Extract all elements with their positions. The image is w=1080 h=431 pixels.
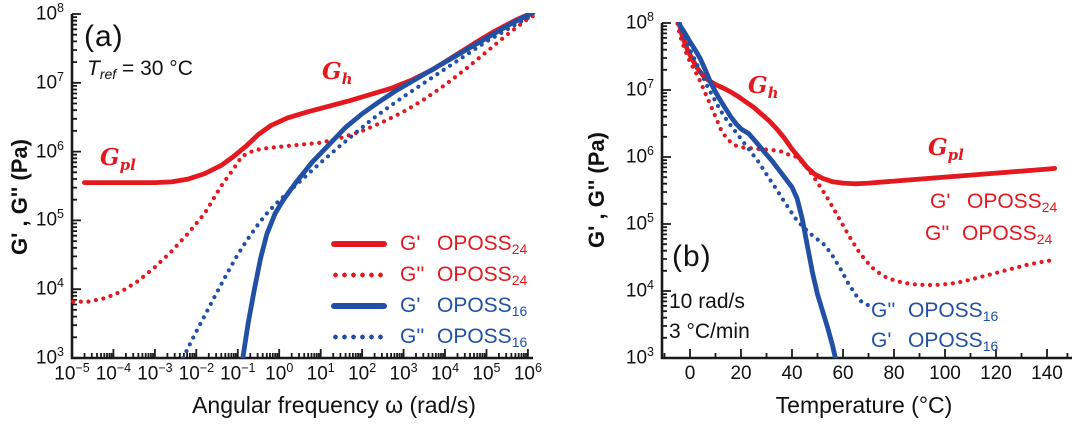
panel-b-ramp-rate: 3 °C/min <box>669 320 750 343</box>
x-tick-label-b: 40 <box>781 363 803 384</box>
x-tick-label-a: 101 <box>306 361 335 385</box>
legend-label: G'' OPOSS24 <box>400 262 528 288</box>
t-ref-value: = 30 °C <box>116 57 193 80</box>
y-tick-label-b: 104 <box>625 278 654 302</box>
series-label-g-dprime-oposs16: G'' OPOSS16 <box>871 299 999 325</box>
legend-entry-g-dprime-oposs16: G'' OPOSS16 <box>331 321 527 352</box>
panel-a-condition: Tref = 30 °C <box>87 57 193 82</box>
panel-b-frequency: 10 rad/s <box>669 290 745 313</box>
y-tick-label-a: 105 <box>35 207 64 231</box>
panel-b-x-axis-title: Temperature (°C) <box>775 392 953 418</box>
y-tick-label-a: 107 <box>35 69 64 94</box>
legend-entry-g-prime-oposs24: G' OPOSS24 <box>331 228 527 259</box>
y-tick-label-b: 107 <box>625 77 654 101</box>
y-tick-label-a: 106 <box>35 138 64 162</box>
x-tick-label-a: 10−2 <box>178 361 215 385</box>
legend-swatch-dotted-red <box>331 271 387 278</box>
annotation-g-pl-a: Gpl <box>100 144 136 174</box>
panel-a-tick-marks <box>71 13 529 359</box>
panel-b-tick-marks <box>662 22 1069 359</box>
y-tick-label-b: 108 <box>625 10 654 34</box>
series-label-g-prime-oposs24: G' OPOSS24 <box>930 190 1058 216</box>
x-tick-label-b: 100 <box>929 363 961 384</box>
panel-a-x-axis-title: Angular frequency ω (rad/s) <box>192 392 476 418</box>
annotation-g-h-b: Gh <box>748 72 779 102</box>
legend-swatch-solid-blue <box>331 302 387 309</box>
panel-b-curves <box>675 22 1058 359</box>
x-tick-label-a: 10−1 <box>220 361 256 385</box>
panel-a-label: (a) <box>84 20 124 53</box>
legend-label: G' OPOSS24 <box>400 231 528 257</box>
y-tick-label-b: 105 <box>625 211 654 235</box>
curve-g-dprime-oposs24-b <box>675 22 1057 288</box>
y-tick-label-b: 103 <box>625 345 654 369</box>
legend-entry-g-prime-oposs16: G' OPOSS16 <box>331 290 527 321</box>
series-label-g-prime-oposs16: G' OPOSS16 <box>871 329 999 355</box>
annotation-g-h-a: Gh <box>322 58 353 88</box>
x-tick-label-a: 10−5 <box>54 361 90 385</box>
curve-g-dprime-oposs16-a <box>181 13 535 359</box>
x-tick-label-a: 10−3 <box>137 361 173 385</box>
series-label-g-dprime-oposs24: G'' OPOSS24 <box>925 222 1053 248</box>
t-ref-symbol: T <box>87 57 100 80</box>
panel-b-label: (b) <box>672 240 712 273</box>
x-tick-label-a: 102 <box>348 361 377 385</box>
x-tick-label-a: 10−4 <box>95 361 132 385</box>
x-tick-label-b: 80 <box>883 363 905 384</box>
curve-g-prime-oposs16-b <box>676 22 838 359</box>
y-tick-label-a: 103 <box>35 345 64 369</box>
legend-label: G'' OPOSS16 <box>400 324 528 350</box>
x-tick-label-a: 103 <box>389 361 418 385</box>
curve-g-dprime-oposs24-a <box>71 14 535 304</box>
legend-swatch-dotted-blue <box>331 333 387 340</box>
panel-a-curves <box>71 13 536 359</box>
x-tick-label-a: 100 <box>265 361 294 385</box>
x-tick-label-b: 140 <box>1031 363 1063 384</box>
panel-b-plot <box>660 22 1072 360</box>
x-tick-label-a: 106 <box>513 361 542 385</box>
y-tick-label-b: 106 <box>625 144 654 168</box>
t-ref-subscript: ref <box>99 65 117 82</box>
legend-entry-g-dprime-oposs24: G'' OPOSS24 <box>331 259 527 290</box>
x-tick-label-a: 104 <box>430 361 460 385</box>
legend: G' OPOSS24 G'' OPOSS24 G' OPOSS16 G'' OPOSS1… <box>331 228 527 352</box>
y-tick-label-a: 108 <box>35 1 64 25</box>
x-tick-label-b: 120 <box>980 363 1012 384</box>
curve-g-prime-oposs16-a <box>240 13 536 359</box>
x-tick-label-b: 20 <box>730 363 752 384</box>
x-tick-label-b: 0 <box>684 363 696 384</box>
panel-a-plot <box>70 13 536 360</box>
x-tick-label-b: 60 <box>832 363 854 384</box>
x-tick-label-a: 105 <box>472 361 501 385</box>
legend-label: G' OPOSS16 <box>400 293 528 319</box>
annotation-g-pl-b: Gpl <box>928 134 964 164</box>
y-tick-label-a: 104 <box>35 276 64 300</box>
legend-swatch-solid-red <box>331 240 387 247</box>
